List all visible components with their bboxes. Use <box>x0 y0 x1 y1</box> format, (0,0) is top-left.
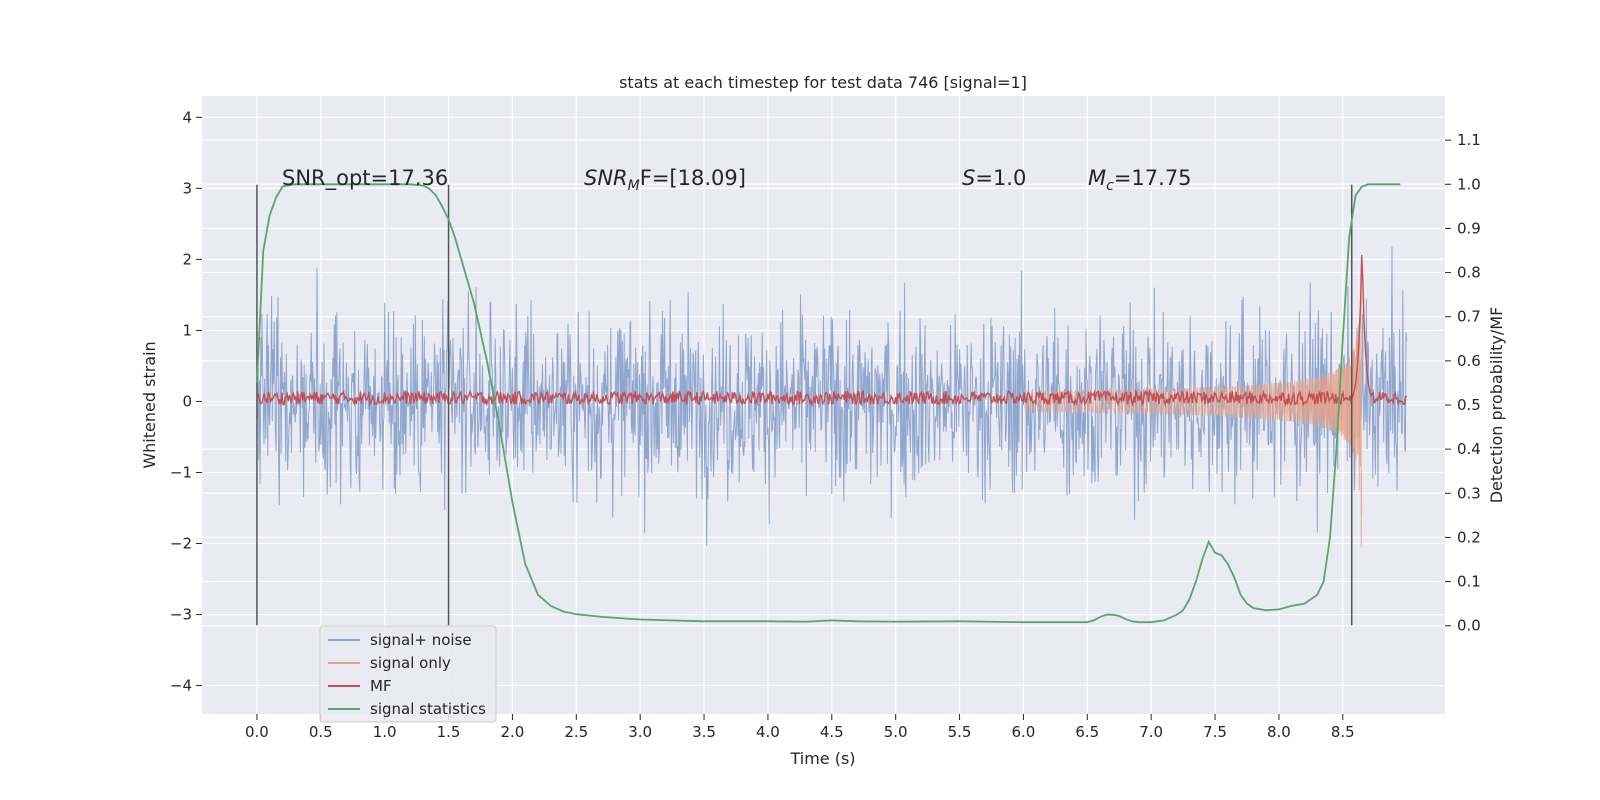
y-right-tick-label: 0.2 <box>1457 528 1481 546</box>
y-tick-label: −3 <box>170 606 192 624</box>
y-right-tick-label: 0.8 <box>1457 264 1481 282</box>
snr-opt-annotation: SNR_opt=17.36 <box>282 166 448 191</box>
y-axis-right-label: Detection probability/MF <box>1487 307 1506 504</box>
y-tick-label: 3 <box>182 179 192 197</box>
x-tick-label: 5.0 <box>884 723 908 741</box>
chart-title: stats at each timestep for test data 746… <box>619 73 1027 92</box>
y-right-tick-label: 0.3 <box>1457 484 1481 502</box>
s-tail: =1.0 <box>975 166 1026 190</box>
legend: signal+ noise signal only MF signal stat… <box>319 625 497 723</box>
y-right-tick-label: 0.4 <box>1457 440 1481 458</box>
x-axis-label: Time (s) <box>789 749 855 768</box>
x-tick-label: 6.0 <box>1011 723 1035 741</box>
snr-mf-sub: M <box>628 178 640 194</box>
y-tick-label: −1 <box>170 463 192 481</box>
y-right-tick-label: 0.9 <box>1457 219 1481 237</box>
y-tick-label: 1 <box>182 321 192 339</box>
y-right-tick-label: 0.0 <box>1457 617 1481 635</box>
signal-only-line <box>1022 277 1363 548</box>
signal-statistics-line <box>256 183 1401 624</box>
legend-label-mf: MF <box>370 677 392 695</box>
x-tick-label: 1.5 <box>437 723 461 741</box>
legend-label-signal-only: signal only <box>370 654 451 672</box>
mc-annotation: Mc=17.75 <box>1088 166 1192 194</box>
y-right-tick-label: 0.7 <box>1457 308 1481 326</box>
snr-mf-tail: F=[18.09] <box>640 166 746 190</box>
x-tick-label: 6.5 <box>1075 723 1099 741</box>
x-tick-label: 2.0 <box>501 723 525 741</box>
y-tick-label: 0 <box>182 392 192 410</box>
s-annotation: S=1.0 <box>962 166 1026 190</box>
x-tick-label: 7.0 <box>1139 723 1163 741</box>
legend-label-signal-noise: signal+ noise <box>370 631 472 649</box>
x-tick-label: 8.0 <box>1267 723 1291 741</box>
y-right-tick-label: 0.6 <box>1457 352 1481 370</box>
y-tick-label: −2 <box>170 535 192 553</box>
y-tick-label: 4 <box>182 108 192 126</box>
x-tick-label: 0.5 <box>309 723 333 741</box>
mc-main: M <box>1088 166 1106 190</box>
s-main: S <box>962 166 975 190</box>
legend-box <box>319 625 497 723</box>
y-right-tick-label: 1.1 <box>1457 131 1481 149</box>
mc-sub: c <box>1106 178 1114 194</box>
x-tick-label: 3.0 <box>628 723 652 741</box>
y-tick-label: −4 <box>170 677 192 695</box>
snr-mf-annotation: SNRMF=[18.09] <box>584 166 746 194</box>
snr-mf-main: SNR <box>584 166 628 190</box>
x-tick-label: 2.5 <box>564 723 588 741</box>
x-tick-label: 4.5 <box>820 723 844 741</box>
y-right-tick-label: 1.0 <box>1457 175 1481 193</box>
x-tick-label: 4.0 <box>756 723 780 741</box>
signal-statistics-series <box>256 183 1401 624</box>
x-tick-label: 3.5 <box>692 723 716 741</box>
x-tick-label: 8.5 <box>1331 723 1355 741</box>
x-tick-label: 0.0 <box>245 723 269 741</box>
y-axis-label: Whitened strain <box>140 341 159 468</box>
x-tick-label: 5.5 <box>948 723 972 741</box>
legend-label-signal-statistics: signal statistics <box>370 700 486 718</box>
vertical-markers <box>256 184 1353 626</box>
ticks: 0.0 0.5 1.0 1.5 2.0 2.5 3.0 3.5 4.0 4.5 5.0 5.5 6.0 6… <box>170 108 1481 741</box>
x-tick-label: 7.5 <box>1203 723 1227 741</box>
y-right-tick-label: 0.1 <box>1457 573 1481 591</box>
mc-tail: =17.75 <box>1114 166 1192 190</box>
y-right-tick-label: 0.5 <box>1457 396 1481 414</box>
signal-only-series <box>1022 277 1363 548</box>
y-tick-label: 2 <box>182 250 192 268</box>
x-tick-label: 1.0 <box>373 723 397 741</box>
